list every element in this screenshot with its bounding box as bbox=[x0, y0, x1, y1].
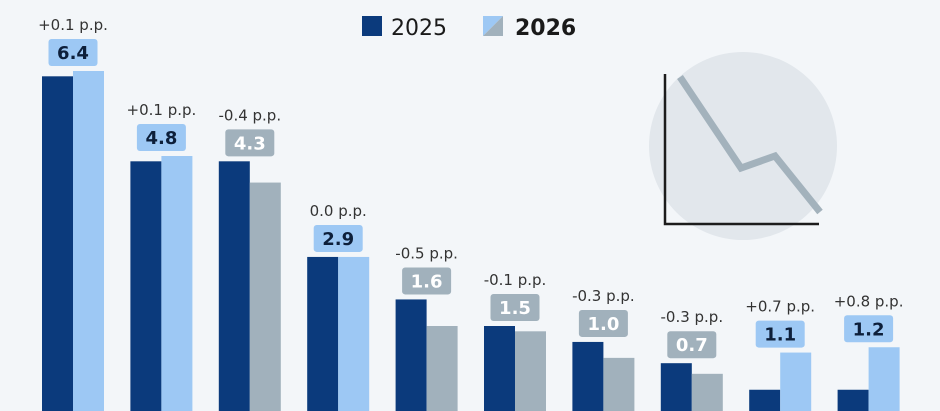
value-box-5 bbox=[402, 267, 452, 295]
bar-2026-9 bbox=[780, 352, 812, 411]
bar-2026-3 bbox=[249, 182, 281, 411]
legend: 2025 2026 bbox=[362, 16, 576, 41]
legend-item-2025[interactable]: 2025 bbox=[362, 16, 447, 41]
value-box-6 bbox=[490, 294, 540, 321]
bar-2025-7 bbox=[572, 341, 604, 411]
bar-2026-10 bbox=[868, 347, 900, 411]
bar-2026-2 bbox=[161, 156, 193, 411]
legend-label-2025: 2025 bbox=[391, 16, 447, 41]
delta-label-2: +0.1 p.p. bbox=[127, 101, 197, 119]
delta-label-10: +0.8 p.p. bbox=[834, 292, 904, 310]
bar-2025-5 bbox=[395, 299, 427, 411]
delta-label-6: -0.1 p.p. bbox=[484, 271, 547, 289]
bar-2025-10 bbox=[837, 389, 869, 411]
value-box-2 bbox=[136, 124, 186, 151]
value-box-1 bbox=[48, 39, 98, 66]
value-label-2: 4.8 bbox=[145, 128, 177, 149]
legend-item-2026[interactable]: 2026 bbox=[483, 16, 576, 41]
delta-label-1: +0.1 p.p. bbox=[38, 16, 108, 34]
legend-swatch-2026-gray bbox=[483, 16, 503, 36]
labels-group: 6.4 +0.1 p.p. 4.8 +0.1 p.p. 4.3 -0.4 p.p. 2.9 0… bbox=[38, 16, 904, 359]
legend-label-2026: 2026 bbox=[515, 16, 576, 41]
delta-label-4: 0.0 p.p. bbox=[310, 202, 367, 220]
value-label-1: 6.4 bbox=[57, 43, 89, 64]
bar-2026-4 bbox=[338, 256, 370, 411]
bar-2025-3 bbox=[218, 161, 250, 411]
delta-label-5: -0.5 p.p. bbox=[395, 244, 458, 262]
value-label-5: 1.6 bbox=[411, 271, 443, 292]
value-label-7: 1.0 bbox=[587, 314, 619, 335]
value-label-4: 2.9 bbox=[322, 229, 354, 250]
bar-2026-6 bbox=[515, 331, 546, 411]
value-box-7 bbox=[578, 309, 628, 337]
bar-2025-8 bbox=[660, 363, 692, 411]
bars-group bbox=[42, 71, 900, 411]
bar-2025-6 bbox=[484, 326, 515, 411]
value-label-10: 1.2 bbox=[853, 319, 885, 340]
bar-2025-2 bbox=[130, 161, 162, 411]
bar-2025-9 bbox=[749, 389, 781, 411]
delta-label-7: -0.3 p.p. bbox=[572, 287, 635, 305]
value-label-3: 4.3 bbox=[234, 133, 266, 154]
value-box-10 bbox=[844, 315, 894, 343]
value-box-4 bbox=[313, 224, 363, 252]
delta-label-9: +0.7 p.p. bbox=[745, 298, 815, 316]
value-label-8: 0.7 bbox=[676, 335, 708, 356]
bar-2025-1 bbox=[42, 76, 73, 411]
declining-line-chart-icon bbox=[649, 52, 837, 240]
bar-2025-4 bbox=[307, 256, 339, 411]
bar-2026-1 bbox=[73, 71, 104, 411]
value-label-6: 1.5 bbox=[499, 298, 531, 319]
bar-2026-8 bbox=[691, 373, 723, 411]
value-box-9 bbox=[755, 320, 805, 348]
delta-label-3: -0.4 p.p. bbox=[218, 106, 281, 124]
value-label-9: 1.1 bbox=[764, 325, 796, 346]
delta-label-8: -0.3 p.p. bbox=[660, 308, 723, 326]
value-box-3 bbox=[225, 129, 275, 157]
value-box-8 bbox=[667, 331, 717, 359]
legend-swatch-2025 bbox=[362, 16, 382, 36]
bar-2026-7 bbox=[603, 357, 635, 411]
bar-2026-5 bbox=[426, 326, 458, 411]
